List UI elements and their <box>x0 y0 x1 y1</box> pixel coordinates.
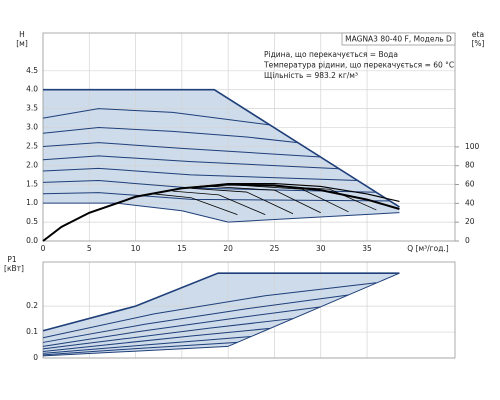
pump-curve <box>42 306 321 347</box>
chart-title: MAGNA3 80-40 F, Модель D <box>345 35 452 44</box>
pump-curve <box>42 127 298 144</box>
pump-curve <box>42 179 377 193</box>
y-tick-label: 2.5 <box>26 141 38 150</box>
pump-curve <box>228 212 400 223</box>
pump-curve <box>42 294 349 343</box>
y2-axis-unit: [%] <box>472 39 485 48</box>
y2-tick-label: 80 <box>465 161 475 170</box>
x-tick-label: 5 <box>87 244 92 253</box>
pump-curve <box>43 202 229 223</box>
pump-curve <box>42 341 238 356</box>
y-axis-unit: [м] <box>16 39 28 48</box>
annotation: Щільність = 983.2 кг/м³ <box>264 71 358 80</box>
efficiency-curve <box>246 184 377 211</box>
x-tick-label: 35 <box>362 244 372 253</box>
y-tick-label: 0.2 <box>26 301 38 310</box>
pump-curve <box>43 88 400 208</box>
pump-curve <box>42 108 270 126</box>
pump-curve <box>42 335 252 354</box>
y-tick-label: 0.0 <box>26 236 38 245</box>
pump-curve <box>42 318 294 350</box>
y-tick-label: 0.5 <box>26 217 38 226</box>
efficiency-curve <box>209 186 321 214</box>
x-tick-label: 0 <box>41 244 46 253</box>
title-box <box>341 32 456 46</box>
efficiency-curve <box>154 193 238 216</box>
annotation: Температура рідини, що перекачується = 6… <box>263 61 454 70</box>
y-tick-label: 0 <box>33 353 38 362</box>
y-axis-unit: [кВт] <box>4 264 24 273</box>
pump-curve <box>227 272 400 347</box>
y-axis-label: P1 <box>7 255 17 264</box>
efficiency-curve <box>191 187 294 215</box>
x-tick-label: 30 <box>316 244 326 253</box>
y-tick-label: 4.0 <box>26 85 38 94</box>
x-axis-label: Q [м³/год.] <box>407 244 449 253</box>
x-tick-label: 10 <box>131 244 141 253</box>
pump-curve <box>42 345 229 357</box>
pump-curve <box>42 142 321 158</box>
plot-frame <box>42 32 456 242</box>
y-tick-label: 1.5 <box>26 179 38 188</box>
y-tick-label: 4.5 <box>26 66 38 75</box>
operating-area <box>43 273 400 356</box>
annotation: Рідина, що перекачується = Вода <box>264 50 398 59</box>
y2-tick-label: 100 <box>465 142 480 151</box>
y-tick-label: 1.0 <box>26 198 38 207</box>
pump-curve <box>42 327 270 353</box>
y-tick-label: 3.5 <box>26 104 38 113</box>
plot-frame <box>42 261 456 359</box>
x-tick-label: 25 <box>270 244 280 253</box>
y-tick-label: 2.0 <box>26 160 38 169</box>
efficiency-curve <box>172 190 266 216</box>
y-tick-label: 3.0 <box>26 123 38 132</box>
x-tick-label: 20 <box>223 244 233 253</box>
y2-tick-label: 20 <box>465 217 475 226</box>
y2-tick-label: 40 <box>465 198 475 207</box>
y-axis-label: H <box>19 30 25 39</box>
y2-tick-label: 60 <box>465 180 475 189</box>
y2-tick-label: 0 <box>465 236 470 245</box>
efficiency-curve <box>181 182 400 203</box>
x-tick-label: 15 <box>177 244 187 253</box>
y2-axis-label: eta <box>472 30 484 39</box>
pump-curve <box>42 272 400 332</box>
y-tick-label: 0.1 <box>26 327 38 336</box>
pump-curve <box>42 167 358 181</box>
pump-curve <box>42 282 377 339</box>
pump-curve <box>42 155 340 170</box>
efficiency-curve <box>228 184 349 213</box>
